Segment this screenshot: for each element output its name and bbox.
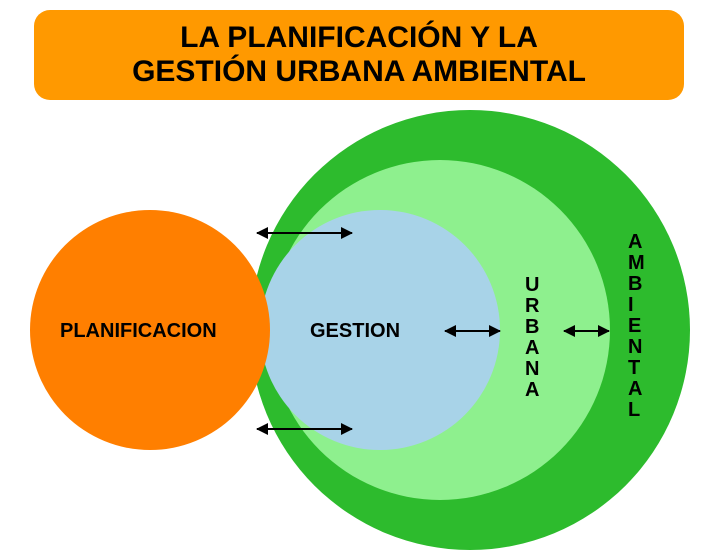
label-ambiental: AMBIENTAL	[628, 232, 645, 421]
arrow-mid-1	[445, 330, 500, 332]
title-text: LA PLANIFICACIÓN Y LAGESTIÓN URBANA AMBI…	[132, 21, 586, 90]
title-box: LA PLANIFICACIÓN Y LAGESTIÓN URBANA AMBI…	[34, 10, 684, 100]
arrow-bottom	[257, 428, 352, 430]
label-urbana: URBANA	[525, 275, 539, 401]
label-gestion: GESTION	[310, 320, 400, 343]
arrow-mid-2	[564, 330, 609, 332]
label-planificacion: PLANIFICACION	[60, 320, 217, 343]
arrow-top	[257, 232, 352, 234]
